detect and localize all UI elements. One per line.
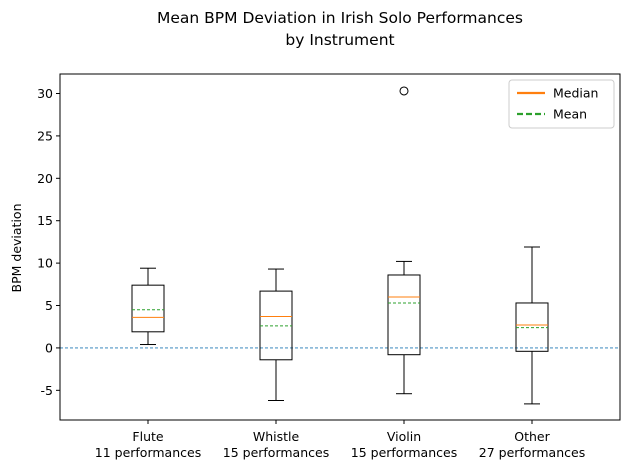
x-tick-label: Whistle <box>253 429 300 444</box>
y-tick-label: 30 <box>37 86 53 101</box>
chart-title: Mean BPM Deviation in Irish Solo Perform… <box>157 9 523 27</box>
x-tick-label: Other <box>514 429 550 444</box>
y-tick-label: 25 <box>37 128 53 143</box>
y-axis-label: BPM deviation <box>9 204 24 293</box>
y-tick-label: -5 <box>41 383 53 398</box>
legend-label-mean: Mean <box>553 107 587 122</box>
x-tick-label: Violin <box>387 429 421 444</box>
x-tick-sublabel: 27 performances <box>479 445 585 460</box>
legend: Median Mean <box>508 79 615 129</box>
box-other <box>515 246 549 405</box>
y-tick-label: 15 <box>37 213 53 228</box>
y-tick-label: 0 <box>45 340 53 355</box>
y-tick-label: 10 <box>37 256 53 271</box>
box-whistle <box>259 268 293 401</box>
axes-frame <box>59 73 621 421</box>
y-tick-label: 20 <box>37 171 53 186</box>
box-flute <box>131 267 165 346</box>
interquartile-box <box>131 284 165 333</box>
x-tick-sublabel: 11 performances <box>95 445 201 460</box>
legend-label-median: Median <box>553 86 598 101</box>
x-tick-sublabel: 15 performances <box>351 445 457 460</box>
interquartile-box <box>387 274 421 356</box>
outlier-point <box>399 86 409 96</box>
x-tick-label: Flute <box>132 429 163 444</box>
y-tick-label: 5 <box>45 298 53 313</box>
x-tick-sublabel: 15 performances <box>223 445 329 460</box>
chart-subtitle: by Instrument <box>285 31 394 49</box>
box-violin <box>387 86 421 395</box>
